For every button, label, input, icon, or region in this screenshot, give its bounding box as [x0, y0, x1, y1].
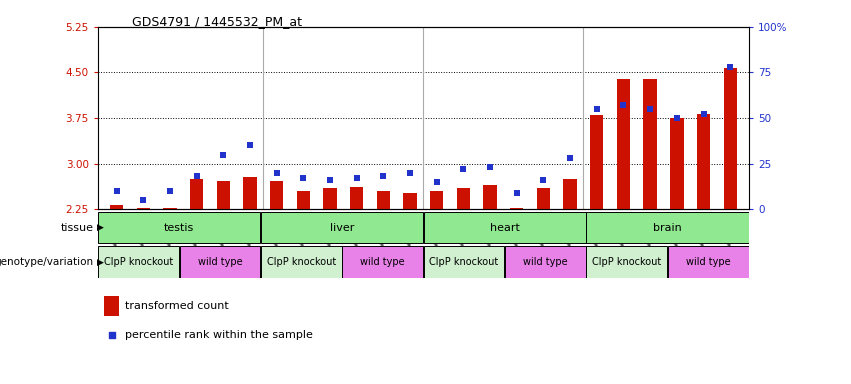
FancyBboxPatch shape: [261, 247, 342, 278]
Bar: [217, 181, 230, 209]
Bar: [483, 185, 497, 209]
Text: brain: brain: [653, 222, 682, 233]
Point: [270, 170, 283, 176]
Point: [510, 190, 523, 196]
FancyBboxPatch shape: [424, 212, 585, 243]
Text: GDS4791 / 1445532_PM_at: GDS4791 / 1445532_PM_at: [132, 15, 302, 28]
Point: [216, 152, 230, 158]
Text: wild type: wild type: [523, 257, 568, 267]
Point: [376, 174, 390, 180]
Text: wild type: wild type: [360, 257, 405, 267]
Point: [403, 170, 417, 176]
Bar: [457, 188, 470, 209]
Text: ▶: ▶: [97, 223, 104, 232]
Text: ClpP knockout: ClpP knockout: [104, 257, 173, 267]
Text: tissue: tissue: [60, 222, 94, 233]
Text: transformed count: transformed count: [125, 301, 229, 311]
Bar: [563, 179, 577, 209]
Text: wild type: wild type: [686, 257, 730, 267]
Bar: [430, 191, 443, 209]
Point: [105, 332, 118, 338]
Text: testis: testis: [164, 222, 194, 233]
Point: [243, 142, 257, 149]
FancyBboxPatch shape: [98, 212, 260, 243]
Text: percentile rank within the sample: percentile rank within the sample: [125, 330, 313, 340]
Text: ClpP knockout: ClpP knockout: [592, 257, 661, 267]
Point: [483, 164, 497, 170]
Point: [723, 64, 737, 70]
Bar: [350, 187, 363, 209]
FancyBboxPatch shape: [261, 212, 423, 243]
Bar: [510, 208, 523, 209]
FancyBboxPatch shape: [586, 212, 749, 243]
Bar: [617, 79, 630, 209]
Bar: [643, 79, 657, 209]
Point: [110, 188, 123, 194]
Bar: [243, 177, 257, 209]
FancyBboxPatch shape: [342, 247, 423, 278]
Point: [670, 115, 683, 121]
Point: [190, 174, 203, 180]
Point: [590, 106, 603, 112]
Text: ClpP knockout: ClpP knockout: [266, 257, 336, 267]
FancyBboxPatch shape: [668, 247, 749, 278]
Bar: [590, 115, 603, 209]
Point: [350, 175, 363, 181]
Point: [296, 175, 310, 181]
Text: wild type: wild type: [197, 257, 243, 267]
FancyBboxPatch shape: [586, 247, 667, 278]
Point: [163, 188, 177, 194]
Point: [457, 166, 471, 172]
FancyBboxPatch shape: [180, 247, 260, 278]
Bar: [697, 114, 711, 209]
Bar: [671, 118, 683, 209]
Bar: [723, 68, 737, 209]
Bar: [105, 296, 118, 316]
FancyBboxPatch shape: [505, 247, 585, 278]
FancyBboxPatch shape: [424, 247, 505, 278]
Text: genotype/variation: genotype/variation: [0, 257, 94, 267]
Bar: [190, 179, 203, 209]
FancyBboxPatch shape: [98, 247, 179, 278]
Bar: [136, 208, 150, 209]
Bar: [377, 191, 390, 209]
Text: heart: heart: [490, 222, 520, 233]
Point: [617, 102, 631, 108]
Bar: [163, 208, 176, 209]
Bar: [323, 188, 337, 209]
Text: liver: liver: [330, 222, 354, 233]
Point: [430, 179, 443, 185]
Text: ClpP knockout: ClpP knockout: [430, 257, 499, 267]
Text: ▶: ▶: [97, 258, 104, 266]
Bar: [270, 181, 283, 209]
Point: [323, 177, 337, 183]
Bar: [297, 191, 310, 209]
Point: [537, 177, 551, 183]
Bar: [110, 205, 123, 209]
Bar: [403, 193, 417, 209]
Bar: [537, 188, 550, 209]
Point: [563, 155, 577, 161]
Point: [136, 197, 150, 203]
Point: [697, 111, 711, 118]
Point: [643, 106, 657, 112]
